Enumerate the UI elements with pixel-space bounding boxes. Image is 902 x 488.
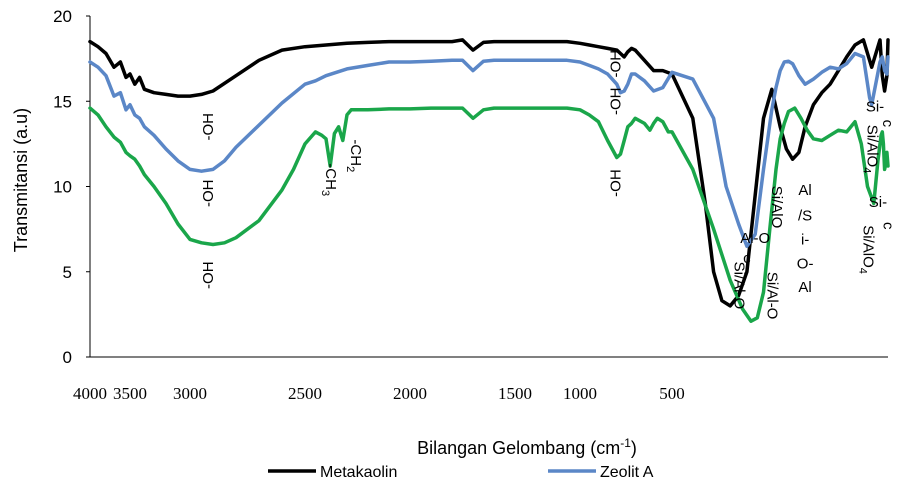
peak-annotation: c (743, 250, 751, 267)
y-tick-label: 10 (53, 178, 72, 197)
x-axis-title-suffix: ) (631, 438, 637, 458)
x-tick-label: 4000 (73, 384, 107, 403)
series-line-2 (88, 51, 890, 248)
peak-annotation: O- (797, 255, 814, 272)
peak-annotation: i- (801, 232, 809, 249)
peak-annotation: c (879, 222, 896, 230)
peak-annotation: -OH (608, 88, 625, 116)
series-line-1 (88, 38, 890, 308)
x-tick-label: 2000 (393, 384, 427, 403)
legend: Metakaolin Zeolit A (268, 464, 654, 481)
y-tick-label: 0 (63, 348, 72, 367)
peak-annotation: /S (798, 208, 812, 225)
x-tick-label: 2500 (288, 384, 322, 403)
x-tick-label: 1000 (563, 384, 597, 403)
annotations: -OH-OH-OH-CH3-CH2-OH-OH-OHSi/Al-OSi/AlOA… (200, 50, 896, 319)
peak-annotation: Al-O (740, 230, 770, 247)
y-tick-label: 5 (63, 263, 72, 282)
x-axis-title-main: Bilangan Gelombang (cm (417, 438, 620, 458)
peak-annotation: Si/Al-O (730, 262, 747, 310)
y-tick-label: 20 (53, 7, 72, 26)
peak-annotation: -OH (200, 113, 217, 141)
peak-annotation: -OH (608, 169, 625, 197)
peak-annotation: -OH (200, 261, 217, 289)
peak-annotation: Si- (869, 194, 887, 211)
peak-annotation: Si/AlO4 (856, 225, 876, 274)
peak-annotation: Si/Al-O (764, 272, 781, 320)
x-tick-label: 1500 (498, 384, 532, 403)
peak-annotation: -CH3 (319, 163, 339, 196)
x-axis: 4000 3500 3000 2500 2000 1500 1000 500 (73, 356, 888, 403)
x-axis-title-superscript: -1 (620, 436, 631, 450)
peak-annotation: -OH (200, 180, 217, 208)
peak-annotation: -OH (608, 50, 625, 77)
legend-label: Metakaolin (320, 464, 397, 481)
peak-annotation: Si/AlO4 (861, 125, 881, 174)
y-axis-title: Transmitansi (a.u) (11, 108, 31, 252)
x-tick-label: 500 (659, 384, 685, 403)
y-tick-label: 15 (53, 92, 72, 111)
peak-annotation: Al (798, 279, 811, 296)
peak-annotation: Al (798, 182, 811, 199)
y-axis: 0 5 10 15 20 (53, 7, 91, 367)
series-line-3 (88, 106, 890, 323)
series-lines (88, 38, 890, 323)
x-axis-title: Bilangan Gelombang (cm-1) (417, 436, 637, 458)
peak-annotation: Si- (866, 99, 884, 116)
peak-annotation: Si/AlO (768, 186, 785, 229)
x-tick-label: 3000 (173, 384, 207, 403)
peak-annotation: -CH2 (344, 139, 364, 172)
peak-annotation: c (879, 120, 896, 128)
x-tick-label: 3500 (113, 384, 147, 403)
legend-label: Zeolit A (600, 464, 654, 481)
